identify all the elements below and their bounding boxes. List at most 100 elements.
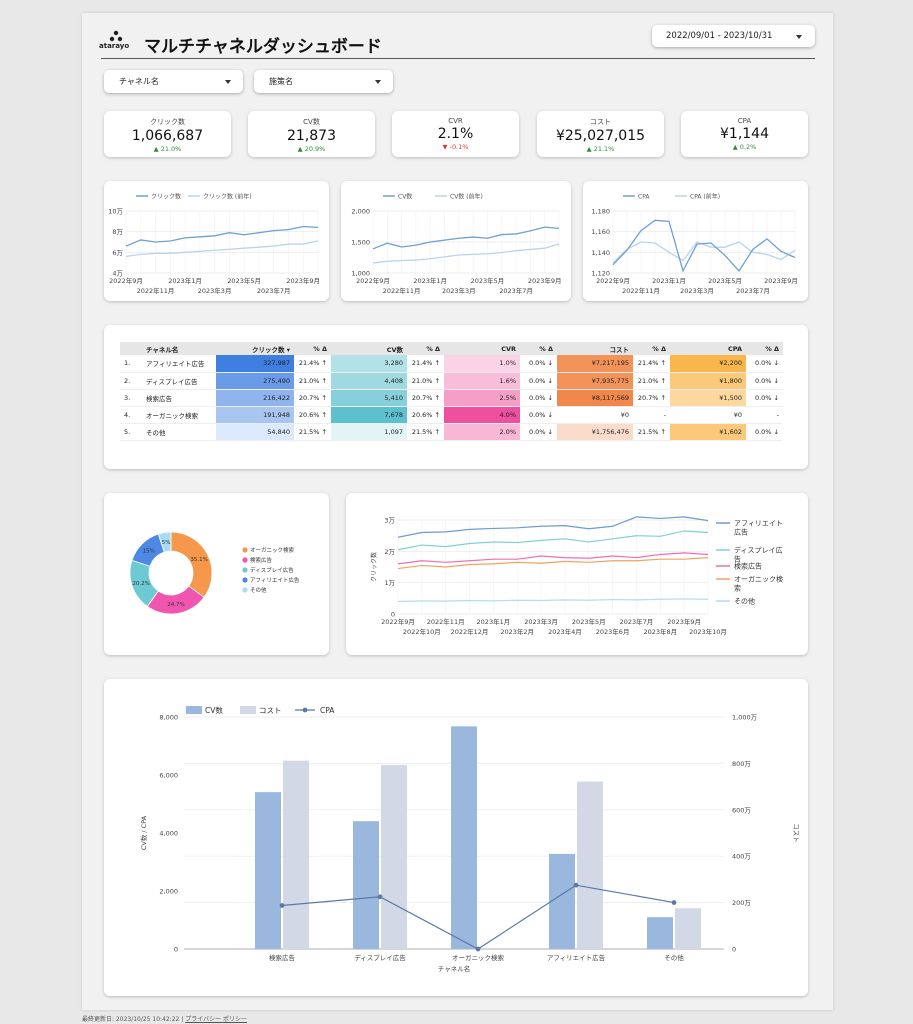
title-divider — [101, 58, 815, 59]
x-tick-label: 2022年9月 — [381, 617, 415, 626]
kpi-label: コスト — [590, 118, 611, 126]
legend-label: 検索広告 — [250, 556, 273, 564]
cv-cell: 5,410 — [331, 389, 407, 407]
legend-label: 広告 — [734, 528, 748, 537]
kpi-card-cpa: CPA ¥1,144 ▲ 0.2% — [681, 111, 808, 157]
x-tick-label: 2022年10月 — [403, 627, 441, 636]
y-tick-label: 8,000 — [159, 714, 178, 722]
y-tick-label: 1,140 — [591, 249, 610, 257]
date-range-label: 2022/09/01 - 2023/10/31 — [666, 31, 773, 41]
clicks-delta-cell: 21.0% ↑ — [294, 372, 331, 390]
table-column-header[interactable]: CPA — [670, 342, 746, 355]
table-column-header[interactable]: CV数 — [331, 342, 407, 355]
y-tick-label: 0 — [391, 611, 395, 619]
legend-label: アフィリエイト — [734, 520, 783, 528]
cvr-delta-cell: 0.0% ↓ — [520, 389, 557, 407]
y-tick-label: 10万 — [108, 208, 123, 216]
arrow-up-icon: ▲ — [732, 143, 738, 151]
channel-table: チャネル名 クリック数 ▾% Δ CV数% Δ CVR% Δ コスト% Δ CPA% Δ … — [120, 342, 783, 441]
cost-cell: ¥7,217,195 — [557, 355, 633, 373]
clicks-cell: 327,987 — [216, 355, 294, 373]
table-column-header[interactable]: % Δ — [746, 342, 783, 355]
cpa-cell: ¥0 — [670, 406, 746, 424]
donut-slice — [170, 531, 213, 598]
x-tick-label: 2022年9月 — [109, 276, 143, 285]
cvr-cell: 2.0% — [444, 423, 520, 441]
legend-swatch — [242, 557, 248, 563]
y-tick-label: 2,000 — [159, 888, 178, 896]
table-column-header[interactable]: % Δ — [407, 342, 444, 355]
table-row[interactable]: 2. ディスプレイ広告 275,490 21.0% ↑ 4,408 21.0% ↑ 1.6%… — [120, 372, 783, 390]
legend-label: CV数 — [398, 193, 412, 201]
table-column-header[interactable] — [120, 342, 142, 355]
cpa-delta-cell: 0.0% ↓ — [746, 372, 783, 390]
series-line — [397, 516, 709, 538]
table-row[interactable]: 3. 検索広告 216,422 20.7% ↑ 5,410 20.7% ↑ 2.5% 0.0%… — [120, 389, 783, 407]
page-title: マルチチャネルダッシュボード — [144, 37, 382, 57]
y-tick-label: 3万 — [384, 517, 395, 525]
y-tick-label: 8万 — [112, 228, 123, 236]
dashboard-page: atarayo マルチチャネルダッシュボード 2022/09/01 - 2023… — [82, 13, 833, 1023]
kpi-value: 2.1% — [437, 126, 474, 142]
x-tick-label: 2023年7月 — [736, 286, 770, 295]
table-column-header[interactable]: % Δ — [520, 342, 557, 355]
clicks-cell: 191,948 — [216, 406, 294, 424]
kpi-delta-value: 0.2% — [739, 143, 757, 151]
kpi-card-cost: コスト ¥25,027,015 ▲ 21.1% — [537, 111, 664, 157]
cv-delta-cell: 21.5% ↑ — [407, 423, 444, 441]
legend-label: CV数 (前年) — [450, 193, 483, 201]
legend-label: ディスプレイ広 — [734, 546, 783, 555]
kpi-value: ¥25,027,015 — [555, 128, 646, 144]
table-column-header[interactable]: コスト — [557, 342, 633, 355]
x-tick-label: 2023年8月 — [643, 627, 677, 636]
kpi-card-cv: CV数 21,873 ▲ 20.9% — [248, 111, 375, 157]
channel-table-card: チャネル名 クリック数 ▾% Δ CV数% Δ CVR% Δ コスト% Δ CPA% Δ … — [104, 325, 808, 469]
table-column-header[interactable]: CVR — [444, 342, 520, 355]
kpi-label: CV数 — [303, 118, 320, 126]
table-row[interactable]: 1. アフィリエイト広告 327,987 21.4% ↑ 3,280 21.4% ↑ 1.0… — [120, 355, 783, 373]
y-tick-label: 1,160 — [591, 228, 610, 236]
x-tick-label: 2022年12月 — [451, 627, 489, 636]
table-row[interactable]: 4. オーガニック検索 191,948 20.6% ↑ 7,678 20.6% ↑ 4.0%… — [120, 406, 783, 424]
table-row[interactable]: 5. その他 54,840 21.5% ↑ 1,097 21.5% ↑ 2.0% 0.0% ↓… — [120, 423, 783, 441]
cv-delta-cell: 20.7% ↑ — [407, 389, 444, 407]
logo-text: atarayo — [99, 42, 130, 50]
x-tick-label: 2023年3月 — [680, 286, 714, 295]
x-tick-label: 2023年2月 — [500, 627, 534, 636]
y-axis-label: CV数 / CPA — [139, 815, 148, 850]
x-tick-label: 2022年9月 — [596, 276, 630, 285]
cpa-point — [573, 882, 579, 888]
table-column-header[interactable]: チャネル名 — [142, 342, 216, 355]
cost-delta-cell: 21.0% ↑ — [633, 372, 670, 390]
kpi-delta-value: -0.1% — [449, 143, 469, 151]
channel-filter-dropdown[interactable]: チャネル名 — [104, 70, 243, 93]
legend-label: オーガニック検 — [734, 575, 783, 584]
row-number: 1. — [120, 355, 142, 373]
cpa-point — [377, 894, 383, 900]
campaign-filter-dropdown[interactable]: 施策名 — [254, 70, 393, 93]
y2-tick-label: 1,000万 — [732, 714, 758, 722]
cost-bar — [675, 908, 701, 949]
privacy-policy-link[interactable]: プライバシー ポリシー — [185, 1016, 248, 1023]
table-column-header[interactable]: クリック数 ▾ — [216, 342, 294, 355]
chevron-down-icon — [375, 80, 381, 84]
series-line — [397, 530, 709, 551]
cvr-cell: 2.5% — [444, 389, 520, 407]
cost-delta-cell: 20.7% ↑ — [633, 389, 670, 407]
table-column-header[interactable]: % Δ — [294, 342, 331, 355]
cpa-delta-cell: - — [746, 406, 783, 424]
kpi-delta-value: 20.9% — [304, 145, 326, 153]
y2-tick-label: 400万 — [732, 853, 751, 861]
row-number: 2. — [120, 372, 142, 390]
kpi-value: 1,066,687 — [131, 128, 204, 144]
table-column-header[interactable]: % Δ — [633, 342, 670, 355]
y-tick-label: 1万 — [384, 579, 395, 587]
date-range-picker[interactable]: 2022/09/01 - 2023/10/31 — [652, 25, 815, 47]
legend-swatch — [302, 707, 308, 713]
cv-cell: 7,678 — [331, 406, 407, 424]
series-line — [397, 557, 709, 570]
legend-label: アフィリエイト広告 — [250, 576, 300, 584]
series-line — [125, 225, 319, 247]
kpi-delta: ▲ 21.1% — [537, 145, 664, 153]
channel-clicks-trend-card: 3万 2万 1万 0 クリック数 2022年9月 2022年11月 2023年1月 2023年3… — [346, 493, 808, 655]
